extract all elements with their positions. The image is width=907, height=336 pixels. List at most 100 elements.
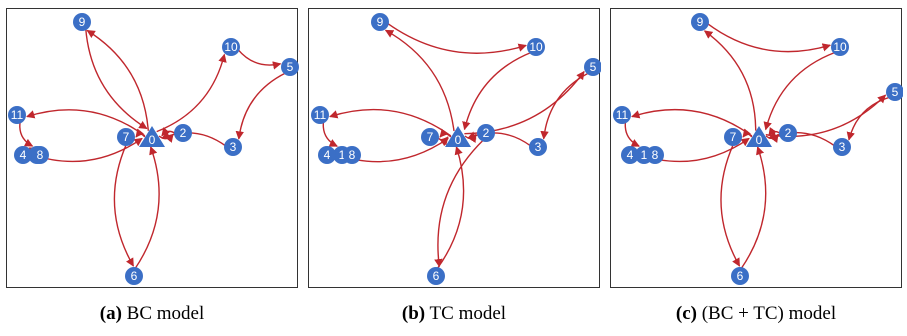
node-label-10: 10 (529, 40, 543, 54)
edge-0-7 (439, 128, 452, 138)
node-4: 4 (14, 146, 32, 164)
edge-0-11 (26, 109, 146, 137)
node-9: 9 (371, 13, 389, 31)
node-label-11: 11 (11, 108, 24, 122)
edge-0-5 (464, 70, 585, 135)
node-label-7: 7 (123, 130, 130, 144)
node-10: 10 (222, 38, 240, 56)
node-label-10: 10 (224, 40, 238, 54)
node-8: 8 (646, 146, 664, 164)
depot-node: 0 (746, 126, 772, 147)
panel-b: 0 1 2 3 4 5 6 7 8 9 10 11 (308, 8, 601, 288)
caption-c-text: (BC + TC) model (696, 303, 837, 324)
node-label-6: 6 (433, 269, 440, 283)
node-label-7: 7 (730, 130, 737, 144)
edge-6-0 (740, 146, 767, 270)
edge-6-0 (436, 146, 465, 270)
node-2: 2 (477, 124, 495, 142)
node-label-9: 9 (79, 15, 86, 29)
edge-6-0 (134, 146, 160, 270)
node-6: 6 (125, 267, 143, 285)
node-4: 4 (621, 146, 639, 164)
node-label-3: 3 (535, 140, 542, 154)
node-label-2: 2 (785, 126, 792, 140)
node-5: 5 (886, 83, 903, 101)
route-edges (19, 28, 287, 270)
node-label-8: 8 (349, 148, 356, 162)
node-9: 9 (691, 13, 709, 31)
depot-label: 0 (149, 133, 156, 147)
node-label-1: 1 (339, 148, 346, 162)
depot-node: 0 (445, 126, 471, 147)
node-label-5: 5 (892, 85, 899, 99)
edge-0-9 (384, 29, 455, 132)
node-label-8: 8 (652, 148, 659, 162)
node-label-5: 5 (590, 60, 597, 74)
node-3: 3 (224, 138, 242, 156)
caption-a-tag: (a) (99, 303, 122, 324)
node-11: 11 (613, 106, 631, 124)
caption-b-text: TC model (425, 303, 507, 324)
node-11: 11 (311, 106, 329, 124)
node-4: 4 (318, 146, 336, 164)
edge-0-11 (329, 108, 452, 137)
node-2: 2 (174, 124, 192, 142)
node-label-7: 7 (427, 130, 434, 144)
node-9: 9 (73, 13, 91, 31)
edge-11-1 (322, 121, 338, 147)
edge-5-3 (846, 96, 891, 141)
panel-c: 0 1 2 3 4 5 6 7 8 9 10 11 (610, 8, 903, 288)
node-8: 8 (343, 146, 361, 164)
node-8: 8 (31, 146, 49, 164)
edge-3-0 (768, 131, 836, 147)
edge-5-3 (235, 72, 287, 140)
node-10: 10 (527, 38, 545, 56)
node-label-11: 11 (314, 108, 327, 122)
edge-9-10 (386, 22, 527, 54)
node-label-10: 10 (833, 40, 847, 54)
network-graph-c: 0 1 2 3 4 5 6 7 8 9 10 11 (613, 13, 903, 285)
edge-7-6 (113, 143, 135, 267)
edge-0-9 (86, 29, 149, 131)
node-11: 11 (8, 106, 26, 124)
edge-2-6 (434, 139, 485, 268)
depot-node: 0 (139, 126, 165, 147)
edge-0-2 (464, 133, 477, 144)
node-label-3: 3 (839, 140, 846, 154)
node-6: 6 (731, 267, 749, 285)
caption-b: (b) TC model (308, 303, 600, 325)
node-label-11: 11 (616, 108, 629, 122)
caption-b-tag: (b) (401, 303, 426, 324)
node-2: 2 (779, 124, 797, 142)
edge-10-0 (763, 51, 836, 131)
node-5: 5 (584, 58, 601, 76)
edge-11-1 (19, 121, 34, 147)
node-3: 3 (833, 138, 851, 156)
node-label-2: 2 (180, 126, 187, 140)
node-label-4: 4 (627, 148, 634, 162)
depot-label: 0 (756, 133, 763, 147)
depot-label: 0 (455, 133, 462, 147)
node-6: 6 (427, 267, 445, 285)
edge-10-5 (237, 48, 282, 70)
network-graph-b: 0 1 2 3 4 5 6 7 8 9 10 11 (311, 13, 601, 285)
node-label-4: 4 (20, 148, 27, 162)
edge-0-10 (156, 53, 227, 133)
node-label-9: 9 (697, 15, 704, 29)
node-label-8: 8 (37, 148, 44, 162)
edge-0-2 (765, 133, 779, 143)
edge-3-0 (161, 131, 227, 147)
node-label-4: 4 (324, 148, 331, 162)
node-7: 7 (724, 128, 742, 146)
edge-10-0 (462, 51, 532, 131)
node-label-6: 6 (131, 269, 138, 283)
node-3: 3 (529, 138, 547, 156)
node-label-9: 9 (377, 15, 384, 29)
caption-c: (c) (BC + TC) model (610, 303, 902, 325)
node-label-6: 6 (737, 269, 744, 283)
edge-0-7 (135, 128, 146, 138)
edge-0-7 (742, 128, 753, 138)
edge-0-11 (631, 108, 753, 137)
